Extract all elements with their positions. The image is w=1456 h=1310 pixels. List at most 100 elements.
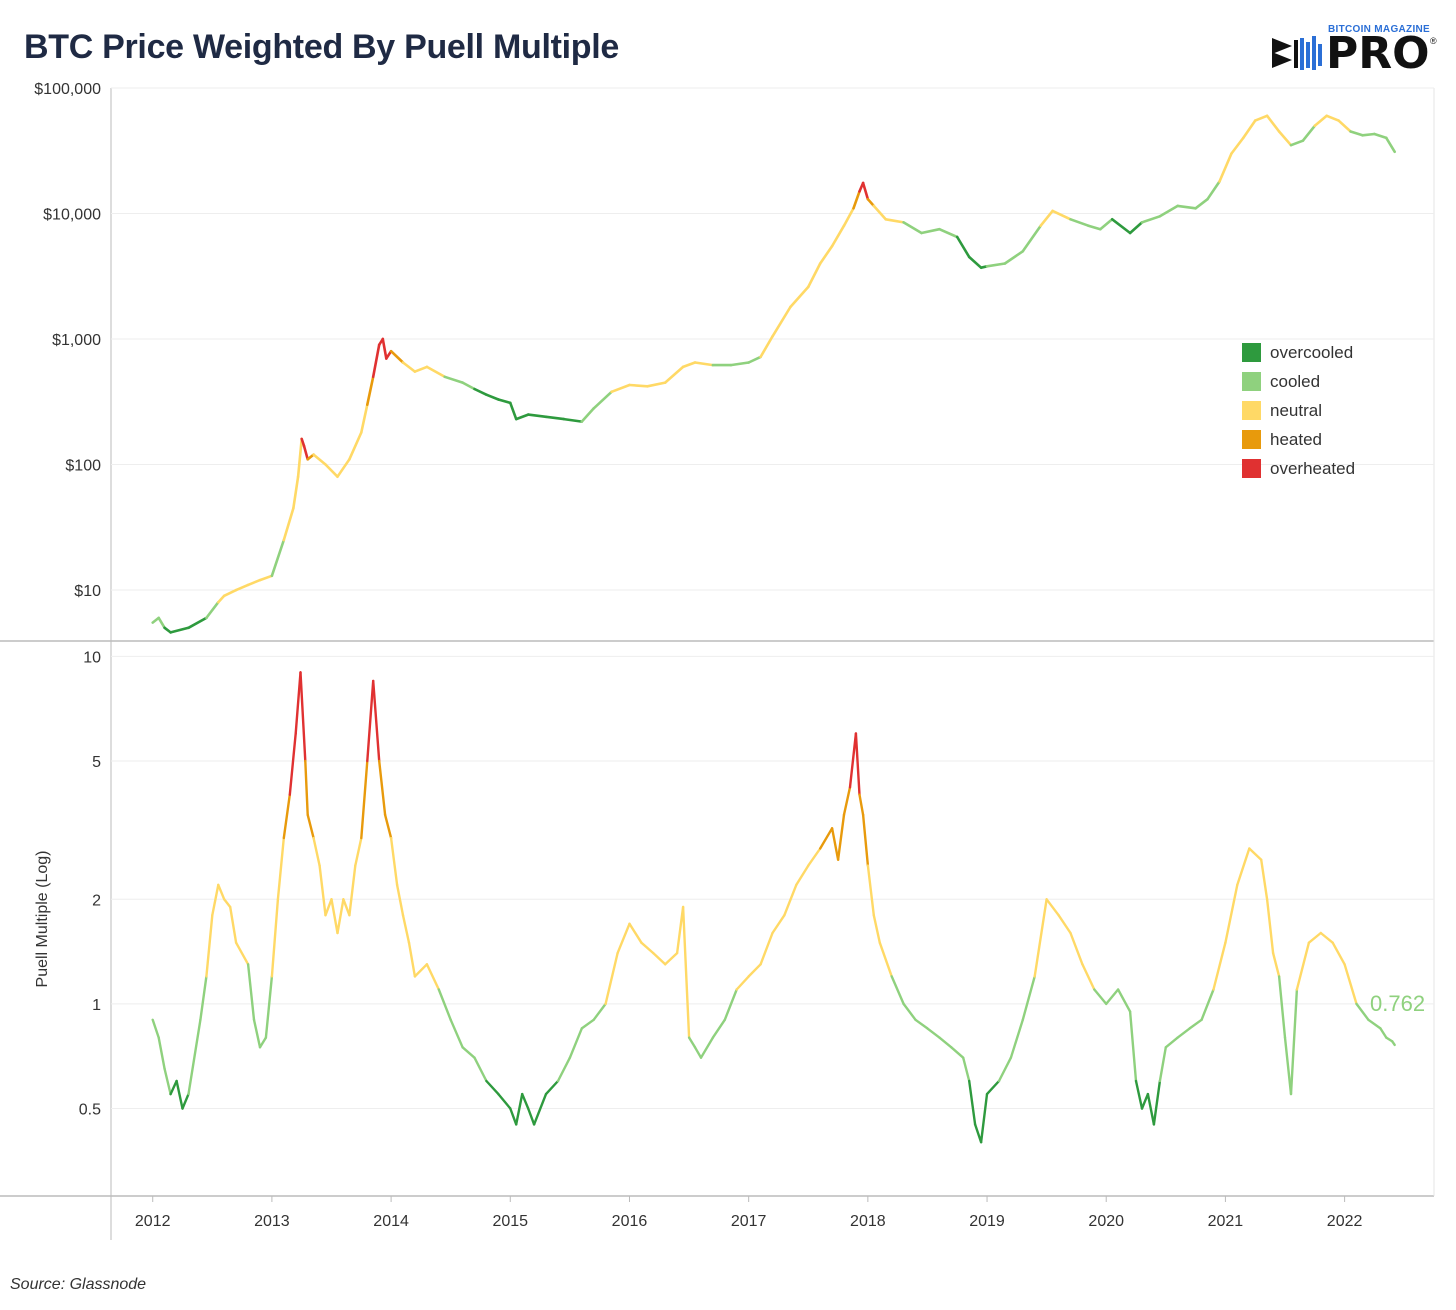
- series-segment: [747, 963, 762, 978]
- series-segment: [199, 975, 208, 1021]
- series-segment: [938, 227, 959, 239]
- series-segment: [366, 679, 375, 763]
- series-segment: [979, 1092, 989, 1144]
- series-segment: [1212, 941, 1227, 991]
- series-segment: [318, 864, 327, 917]
- series-segment: [169, 626, 190, 634]
- series-segment: [985, 1079, 1001, 1096]
- series-segment: [806, 262, 822, 289]
- series-segment: [1391, 1040, 1396, 1047]
- series-segment: [866, 864, 875, 917]
- source-note: Source: Glassnode: [10, 1276, 147, 1293]
- series-segment: [264, 975, 274, 1039]
- series-segment: [342, 898, 351, 917]
- series-segment: [1224, 883, 1239, 944]
- x-tick-label: 2021: [1208, 1213, 1244, 1230]
- series-segment: [276, 836, 285, 901]
- series-segment: [1253, 114, 1269, 122]
- series-segment: [562, 417, 584, 423]
- series-segment: [461, 1046, 476, 1059]
- x-tick-label: 2018: [850, 1213, 886, 1230]
- series-segment: [312, 453, 327, 466]
- y-tick-label: 10: [83, 649, 101, 666]
- series-segment: [299, 671, 307, 763]
- series-segment: [157, 616, 166, 630]
- series-segment: [1361, 132, 1376, 137]
- series-segment: [1021, 975, 1036, 1021]
- series-segment: [324, 898, 333, 917]
- series-segment: [1271, 951, 1281, 978]
- y-tick-label: $100: [65, 458, 101, 475]
- series-segment: [652, 951, 667, 966]
- series-segment: [807, 847, 822, 867]
- series-segment: [1176, 204, 1197, 210]
- series-segment: [842, 207, 855, 227]
- series-segment: [610, 383, 631, 394]
- series-segment: [312, 836, 321, 867]
- series-segment: [1069, 931, 1084, 966]
- series-segment: [1206, 180, 1221, 201]
- series-segment: [926, 1027, 941, 1039]
- y-tick-label: 0.5: [79, 1101, 101, 1118]
- series-segment: [258, 574, 274, 582]
- series-segment: [1337, 119, 1352, 133]
- series-segment: [521, 1092, 530, 1110]
- series-segment: [735, 975, 750, 991]
- series-segment: [628, 383, 649, 388]
- series-segment: [544, 415, 566, 421]
- series-segment: [1158, 204, 1179, 218]
- legend-label: neutral: [1270, 400, 1322, 420]
- series-segment: [592, 1002, 607, 1021]
- series-segment: [858, 793, 865, 816]
- series-segment: [1307, 931, 1323, 944]
- series-segment: [514, 413, 530, 421]
- series-segment: [968, 1079, 977, 1126]
- series-segment: [878, 941, 893, 978]
- y-tick-label: 5: [92, 754, 101, 771]
- series-segment: [288, 732, 297, 796]
- series-segment: [1236, 847, 1251, 887]
- series-segment: [759, 335, 774, 359]
- logo-top-text: BITCOIN MAGAZINE: [1328, 24, 1431, 35]
- x-tick-label: 2020: [1088, 1213, 1124, 1230]
- series-segment: [681, 905, 691, 1039]
- series-segment: [1003, 250, 1025, 265]
- series-segment: [852, 190, 861, 210]
- series-segment: [401, 361, 417, 373]
- series-segment: [1116, 988, 1132, 1013]
- series-segment: [1379, 1027, 1388, 1039]
- series-segment: [234, 941, 250, 966]
- series-segment: [1218, 152, 1233, 183]
- series-segment: [1110, 218, 1132, 235]
- series-segment: [1277, 130, 1293, 147]
- series-segment: [997, 1056, 1013, 1083]
- y-tick-label: $10: [74, 583, 101, 600]
- series-segment: [252, 1018, 262, 1049]
- series-segment: [1021, 224, 1042, 253]
- series-segment: [270, 898, 280, 978]
- series-segment: [950, 1046, 965, 1059]
- series-segment: [526, 413, 548, 419]
- series-segment: [1069, 218, 1090, 227]
- series-segment: [830, 827, 840, 861]
- series-segment: [359, 403, 369, 434]
- series-segment: [443, 375, 464, 384]
- series-segment: [151, 1018, 160, 1039]
- series-segment: [336, 898, 345, 935]
- x-tick-label: 2019: [969, 1213, 1005, 1230]
- series-segment: [282, 506, 295, 542]
- series-segment: [1128, 221, 1144, 235]
- series-segment: [473, 387, 488, 397]
- series-segment: [783, 883, 798, 917]
- series-segment: [378, 759, 387, 816]
- series-segment: [1289, 988, 1299, 1096]
- series-segment: [836, 813, 846, 861]
- series-segment: [985, 262, 1007, 268]
- series-segment: [336, 457, 351, 479]
- series-segment: [580, 1018, 595, 1030]
- series-segment: [1039, 209, 1054, 227]
- series-segment: [330, 898, 339, 935]
- series-segment: [383, 813, 393, 840]
- series-segment: [294, 671, 302, 735]
- series-segment: [508, 401, 518, 421]
